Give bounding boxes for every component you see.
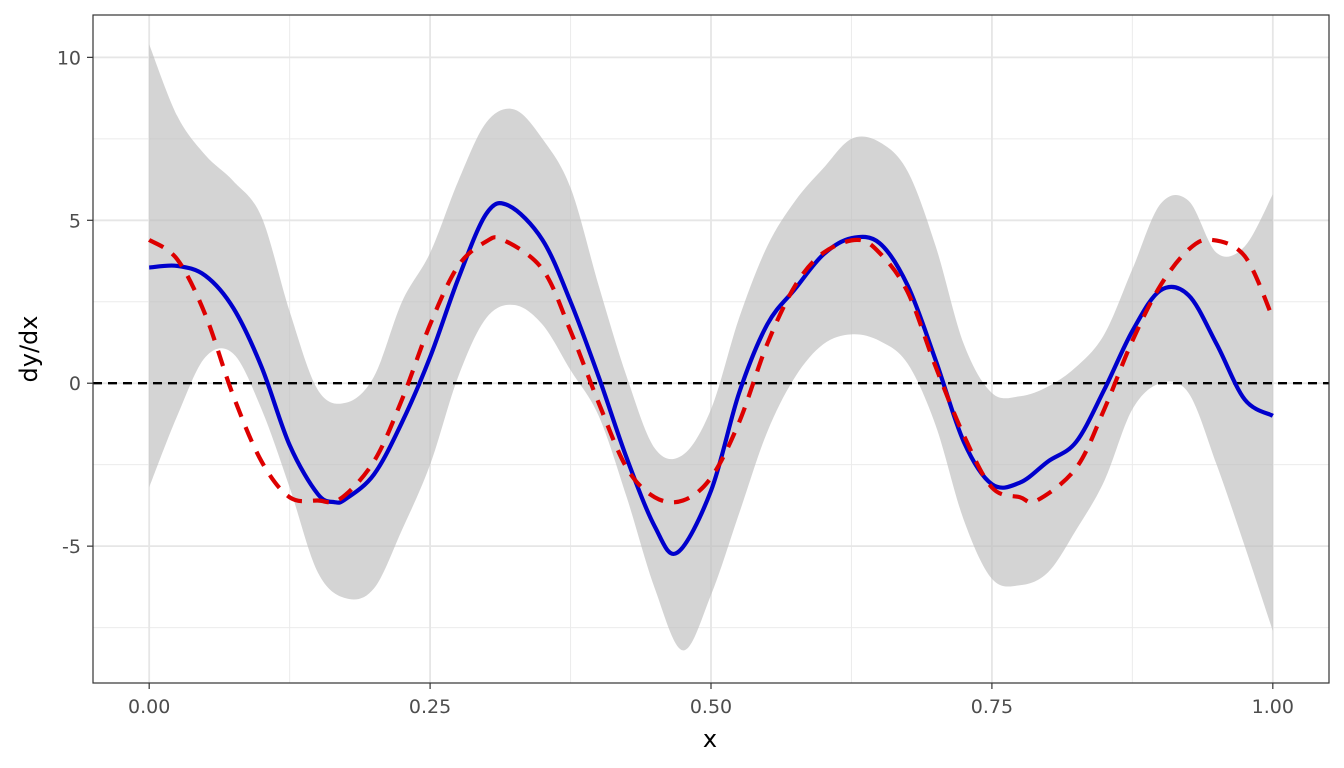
confidence-band-area xyxy=(149,44,1273,651)
dashed-series-line xyxy=(147,235,1275,505)
x-tick-label: 0.50 xyxy=(690,696,732,718)
y-tick-label: 5 xyxy=(69,210,81,232)
y-tick-label: 0 xyxy=(69,373,81,395)
x-axis-title: x xyxy=(703,725,717,753)
series-lines xyxy=(147,200,1275,556)
x-tick-label: 0.00 xyxy=(128,696,170,718)
solid-series-line xyxy=(148,200,1274,556)
y-axis-title: dy/dx xyxy=(15,316,43,383)
x-tick-label: 0.25 xyxy=(409,696,451,718)
x-tick-label: 0.75 xyxy=(971,696,1013,718)
y-tick-label: -5 xyxy=(62,536,81,558)
axis-ticks: 0.00 0.25 0.50 0.75 1.00 -5 0 5 10 xyxy=(57,47,1294,718)
y-tick-label: 10 xyxy=(57,47,81,69)
confidence-band xyxy=(149,44,1273,651)
x-tick-label: 1.00 xyxy=(1252,696,1294,718)
